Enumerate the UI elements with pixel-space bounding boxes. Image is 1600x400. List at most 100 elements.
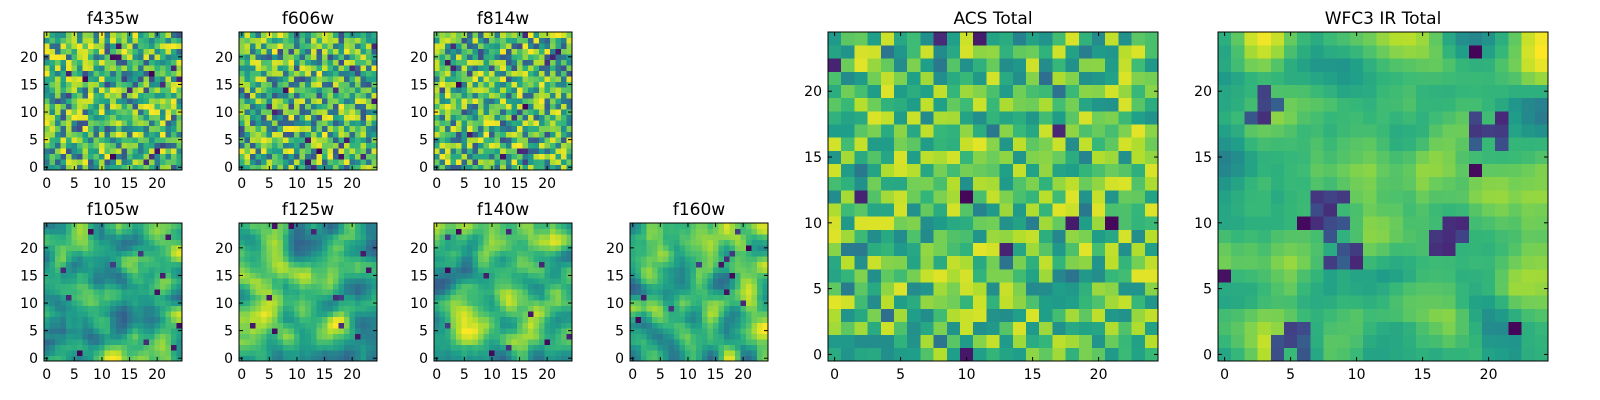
heatmap-cell [652, 239, 658, 246]
heatmap-cell [44, 228, 50, 235]
heatmap-cell [82, 300, 89, 307]
heatmap-cell [115, 142, 122, 149]
heatmap-cell [60, 164, 67, 171]
heatmap-cell [657, 234, 664, 240]
heatmap-cell [472, 65, 479, 72]
heatmap-cell [723, 355, 730, 362]
heatmap-cell [729, 256, 736, 263]
heatmap-cell [60, 136, 67, 143]
heatmap-cell [310, 87, 317, 94]
heatmap-cell [77, 142, 84, 149]
heatmap-cell [555, 114, 562, 121]
heatmap-cell [310, 289, 317, 296]
heatmap-cell [560, 120, 567, 127]
heatmap-cell [685, 349, 692, 356]
heatmap-cell [679, 355, 686, 362]
heatmap-cell [104, 103, 111, 110]
heatmap-cell [516, 81, 523, 88]
heatmap-cell [44, 316, 50, 323]
heatmap-cell [434, 261, 440, 268]
heatmap-cell [305, 37, 312, 44]
heatmap-cell [652, 355, 658, 362]
heatmap-cell [137, 344, 144, 351]
heatmap-cell [657, 267, 664, 274]
heatmap-cell [299, 32, 306, 38]
heatmap-cell [365, 283, 372, 290]
heatmap-cell [516, 92, 523, 99]
heatmap-cell [66, 239, 72, 246]
heatmap-cell [115, 355, 122, 362]
heatmap-cell [472, 261, 479, 268]
heatmap-cell [316, 98, 323, 105]
heatmap-cell [354, 234, 361, 240]
heatmap-cell [841, 268, 855, 283]
heatmap-cell [450, 32, 457, 38]
heatmap-cell [310, 245, 317, 251]
x-tick-label: 20 [538, 367, 556, 383]
heatmap-cell [745, 278, 752, 285]
heatmap-cell [500, 305, 507, 312]
heatmap-cell [261, 349, 267, 356]
heatmap-cell [305, 54, 312, 60]
heatmap-cell [538, 261, 545, 268]
heatmap-cell [99, 256, 106, 263]
heatmap-cell [533, 158, 540, 165]
heatmap-cell [560, 32, 567, 38]
heatmap-cell [283, 349, 290, 356]
heatmap-cell [483, 153, 490, 160]
heatmap-cell [841, 295, 855, 309]
x-tick-label: 0 [237, 176, 246, 192]
heatmap-cell [277, 92, 284, 99]
heatmap-cell [439, 70, 446, 77]
heatmap-cell [60, 344, 67, 351]
heatmap-cell [148, 81, 155, 88]
heatmap-cell [349, 300, 356, 307]
heatmap-cell [696, 267, 703, 274]
heatmap-cell [489, 267, 496, 274]
heatmap-cell [244, 327, 251, 334]
heatmap-cell [266, 98, 273, 105]
heatmap-cell [77, 120, 84, 127]
heatmap-cell [176, 228, 183, 235]
heatmap-cell [294, 70, 301, 77]
heatmap-cell [511, 278, 518, 285]
heatmap-cell [165, 65, 172, 72]
y-tick-label: 20 [20, 50, 38, 66]
heatmap-cell [461, 114, 468, 121]
heatmap-cell [349, 131, 356, 138]
heatmap-cell [365, 355, 372, 362]
heatmap-cell [439, 125, 446, 132]
heatmap-cell [867, 176, 882, 191]
heatmap-cell [522, 338, 529, 345]
heatmap-cell [1039, 242, 1053, 257]
heatmap-cell [126, 333, 133, 340]
heatmap-cell [756, 272, 763, 279]
heatmap-cell [349, 43, 356, 49]
heatmap-cell [115, 92, 122, 99]
heatmap-cell [310, 48, 317, 55]
heatmap-cell [461, 234, 468, 240]
heatmap-cell [55, 48, 61, 55]
heatmap-cell [261, 267, 267, 274]
heatmap-cell [261, 316, 267, 323]
heatmap-cell [332, 322, 339, 329]
heatmap-cell [533, 37, 540, 44]
heatmap-cell [456, 300, 462, 307]
heatmap-cell [250, 37, 256, 44]
heatmap-cell [93, 223, 100, 229]
heatmap-cell [701, 322, 708, 329]
y-tick-label: 20 [20, 241, 38, 257]
heatmap-cell [266, 322, 273, 329]
heatmap-cell [439, 327, 446, 334]
heatmap-cell [544, 147, 551, 154]
heatmap-cell [854, 150, 868, 164]
heatmap-cell [343, 131, 350, 138]
heatmap-cell [321, 289, 328, 296]
heatmap-cell [261, 65, 267, 72]
heatmap-cell [472, 87, 479, 94]
heatmap-cell [93, 54, 100, 60]
heatmap-cell [986, 163, 1000, 178]
y-tick-label: 0 [224, 351, 233, 367]
heatmap-cell [343, 37, 350, 44]
